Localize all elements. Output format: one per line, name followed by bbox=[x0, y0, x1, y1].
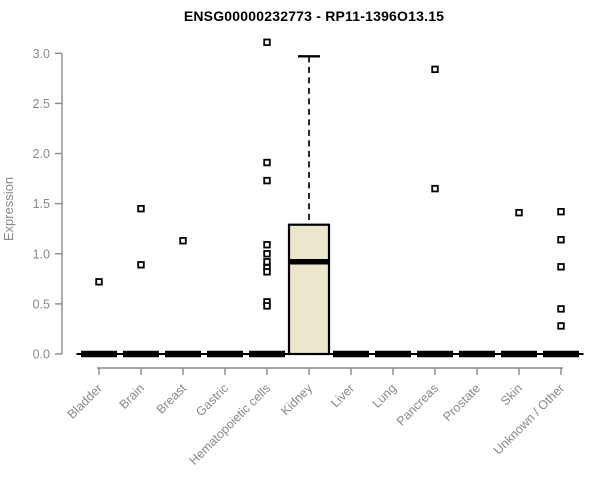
x-tick-label: Prostate bbox=[440, 381, 483, 424]
outlier-point bbox=[263, 176, 271, 185]
x-tick-label: Kidney bbox=[278, 381, 315, 418]
x-tick-label: Lung bbox=[370, 381, 400, 411]
x-tick-label: Bladder bbox=[65, 381, 105, 421]
collapsed-box-bar bbox=[375, 350, 411, 358]
outlier-point bbox=[431, 65, 439, 74]
outlier-point bbox=[137, 204, 145, 213]
y-tick-label: 1.0 bbox=[33, 247, 50, 261]
box-iqr bbox=[287, 223, 331, 356]
outlier-point bbox=[263, 258, 271, 266]
outlier-point bbox=[263, 250, 271, 258]
x-tick-label: Brain bbox=[117, 381, 148, 412]
x-tick-label: Liver bbox=[328, 381, 357, 410]
outlier-point bbox=[557, 305, 565, 313]
x-tick-label: Breast bbox=[154, 381, 190, 417]
y-tick-label: 0.5 bbox=[33, 297, 50, 311]
collapsed-box-bar bbox=[81, 350, 117, 358]
outlier-point bbox=[557, 263, 565, 271]
outlier-point bbox=[515, 208, 523, 217]
collapsed-box-bar bbox=[207, 350, 243, 358]
y-tick-label: 2.0 bbox=[33, 147, 50, 161]
outlier-point bbox=[263, 241, 271, 249]
y-tick-label: 1.5 bbox=[33, 197, 50, 211]
outlier-point bbox=[557, 322, 565, 330]
collapsed-box-bar bbox=[417, 350, 453, 358]
outlier-point bbox=[431, 184, 439, 193]
collapsed-box-bar bbox=[123, 350, 159, 358]
chart-title: ENSG00000232773 - RP11-1396O13.15 bbox=[183, 8, 445, 24]
y-tick-label: 3.0 bbox=[33, 47, 50, 61]
y-tick-label: 0.0 bbox=[33, 348, 50, 362]
collapsed-box-bar bbox=[249, 350, 285, 358]
collapsed-box-bar bbox=[501, 350, 537, 358]
x-tick-label: Hematopoietic cells bbox=[187, 381, 274, 468]
outlier-point bbox=[95, 278, 103, 286]
outlier-point bbox=[263, 268, 271, 276]
x-tick-label: Pancreas bbox=[394, 381, 441, 428]
x-tick-label: Unknown / Other bbox=[491, 381, 567, 457]
collapsed-box-bar bbox=[459, 350, 495, 358]
x-tick-label: Skin bbox=[498, 381, 525, 408]
outlier-point bbox=[263, 302, 271, 310]
collapsed-box-bar bbox=[165, 350, 201, 358]
x-tick-label: Gastric bbox=[193, 381, 231, 419]
collapsed-box-bar bbox=[543, 350, 579, 358]
outlier-point bbox=[557, 207, 565, 216]
outlier-point bbox=[179, 237, 187, 245]
collapsed-box-bar bbox=[333, 350, 369, 358]
outlier-point bbox=[137, 261, 145, 269]
outlier-point bbox=[557, 236, 565, 244]
outlier-point bbox=[263, 158, 271, 167]
y-tick-label: 2.5 bbox=[33, 97, 50, 111]
outlier-point bbox=[263, 38, 271, 46]
